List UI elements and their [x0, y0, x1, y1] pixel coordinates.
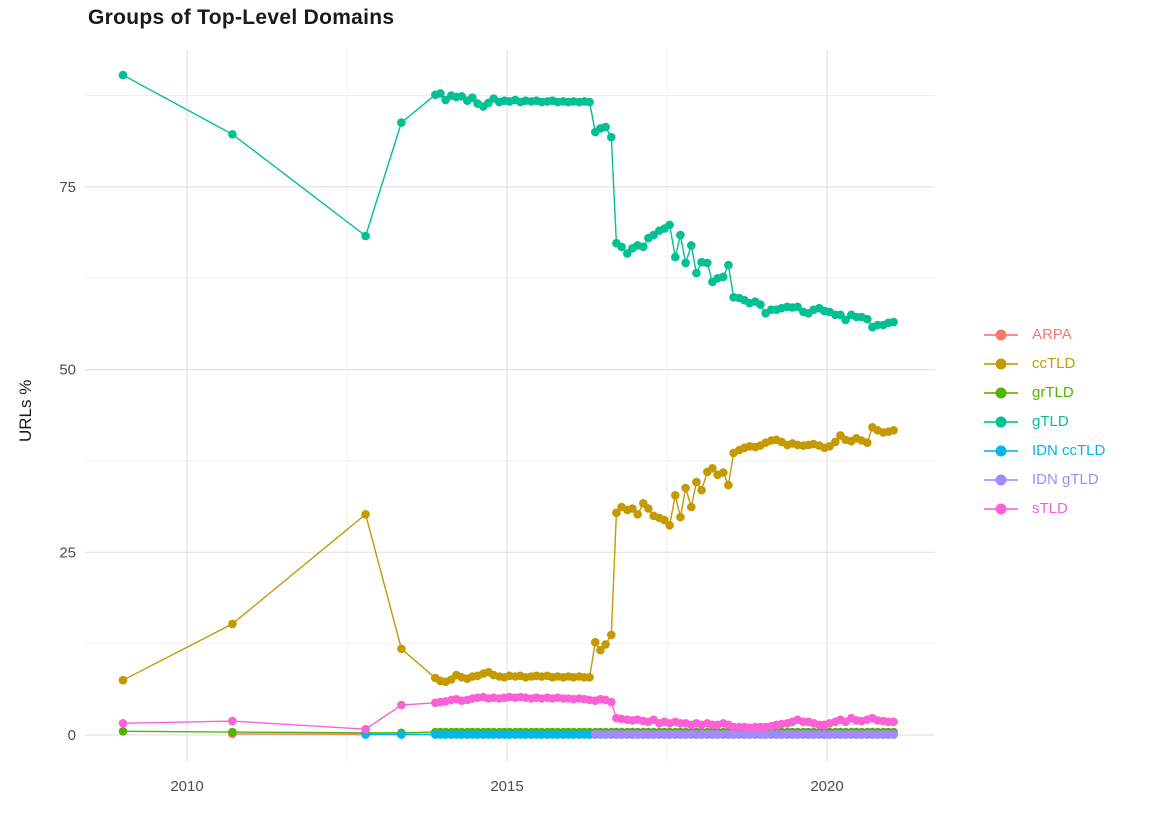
data-point — [607, 132, 616, 142]
data-point — [361, 510, 370, 519]
data-point — [601, 640, 610, 649]
data-point — [118, 727, 128, 736]
legend-key-icon — [984, 356, 1018, 372]
series-line — [122, 74, 894, 329]
data-point — [361, 724, 370, 734]
data-point — [118, 675, 128, 685]
data-point — [889, 717, 898, 727]
data-point — [397, 700, 406, 710]
data-point — [831, 437, 840, 447]
data-point — [118, 719, 128, 728]
data-point — [612, 508, 621, 518]
data-point — [863, 314, 872, 324]
data-point — [361, 231, 370, 241]
data-point — [633, 510, 642, 519]
data-point — [863, 438, 872, 448]
data-point — [228, 727, 237, 737]
legend-item-arpa[interactable]: ARPA — [984, 326, 1105, 343]
legend-label: sTLD — [1032, 500, 1068, 517]
data-point — [671, 491, 680, 500]
data-point — [671, 252, 680, 262]
legend-item-gtld[interactable]: gTLD — [984, 413, 1105, 430]
data-point — [676, 512, 685, 522]
data-point — [756, 300, 765, 309]
data-point — [397, 644, 406, 654]
legend-label: grTLD — [1032, 384, 1074, 401]
y-tick-label: 75 — [59, 179, 76, 196]
y-tick-label: 25 — [59, 544, 76, 561]
data-point — [681, 258, 690, 268]
series-stld — [118, 692, 898, 734]
data-point — [397, 730, 406, 739]
data-point — [228, 716, 237, 726]
data-point — [703, 258, 712, 268]
legend: ARPA ccTLD grTLD gTLD IDN ccTLD IDN gTLD… — [984, 326, 1105, 517]
data-point — [697, 485, 706, 495]
legend-key-icon — [984, 385, 1018, 401]
data-point — [601, 122, 610, 132]
x-tick-label: 2010 — [170, 778, 203, 795]
data-point — [889, 426, 898, 435]
data-point — [468, 93, 477, 102]
data-point — [687, 502, 696, 512]
legend-label: gTLD — [1032, 413, 1069, 430]
legend-label: ARPA — [1032, 326, 1072, 343]
data-point — [607, 697, 616, 707]
data-point — [228, 130, 237, 139]
data-point — [436, 89, 445, 98]
data-point — [639, 242, 648, 252]
data-point — [692, 477, 701, 487]
data-point — [687, 241, 696, 250]
data-point — [397, 118, 406, 127]
legend-key-icon — [984, 472, 1018, 488]
legend-item-stld[interactable]: sTLD — [984, 500, 1105, 517]
data-point — [628, 504, 637, 513]
series-idn-gtld — [591, 730, 898, 739]
data-point — [719, 468, 728, 477]
data-point — [692, 268, 701, 278]
data-point — [793, 302, 802, 312]
legend-key-icon — [984, 327, 1018, 343]
legend-label: IDN gTLD — [1032, 471, 1099, 488]
series-gtld — [118, 70, 898, 332]
legend-item-cctld[interactable]: ccTLD — [984, 355, 1105, 372]
series-cctld — [118, 423, 898, 686]
data-point — [585, 673, 594, 682]
data-point — [724, 260, 733, 270]
data-point — [665, 220, 674, 230]
data-point — [889, 730, 898, 739]
data-point — [591, 637, 600, 647]
chart-title: Groups of Top-Level Domains — [88, 6, 395, 29]
y-tick-label: 50 — [59, 362, 76, 379]
data-point — [708, 464, 717, 473]
data-point — [228, 619, 237, 629]
x-tick-label: 2015 — [490, 778, 523, 795]
data-point — [617, 242, 626, 252]
data-point — [889, 317, 898, 327]
data-point — [841, 315, 850, 325]
legend-key-icon — [984, 414, 1018, 430]
legend-key-icon — [984, 501, 1018, 517]
data-point — [719, 272, 728, 282]
data-point — [660, 515, 669, 525]
data-point — [596, 645, 605, 655]
data-point — [681, 483, 690, 493]
data-point — [644, 504, 653, 513]
data-point — [607, 630, 616, 640]
data-point — [665, 521, 674, 530]
x-tick-label: 2020 — [810, 778, 843, 795]
legend-item-grtld[interactable]: grTLD — [984, 384, 1105, 401]
legend-key-icon — [984, 443, 1018, 459]
data-point — [118, 70, 128, 80]
y-tick-label: 0 — [68, 727, 76, 744]
legend-item-idn-cctld[interactable]: IDN ccTLD — [984, 442, 1105, 459]
data-point — [585, 97, 594, 107]
legend-item-idn-gtld[interactable]: IDN gTLD — [984, 471, 1105, 488]
data-point — [676, 230, 685, 240]
legend-label: ccTLD — [1032, 355, 1076, 372]
legend-label: IDN ccTLD — [1032, 442, 1106, 459]
data-point — [724, 480, 733, 490]
